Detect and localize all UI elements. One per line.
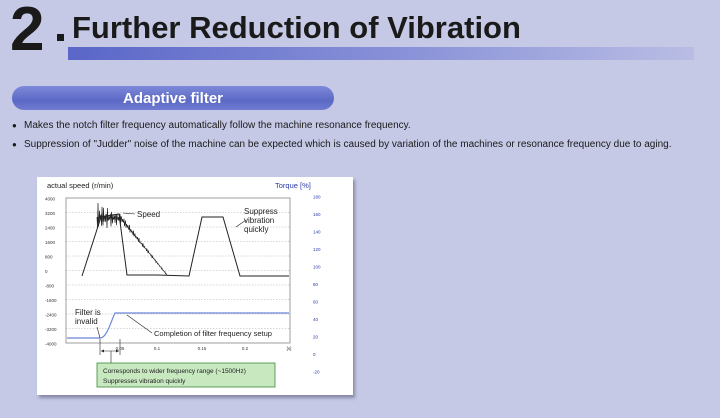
note-box bbox=[96, 362, 276, 388]
x-tick-label: [s] bbox=[287, 346, 292, 351]
speed-leader bbox=[122, 212, 136, 215]
speed-line bbox=[81, 213, 289, 277]
right-tick-label: 20 bbox=[313, 335, 319, 340]
x-tick-label: 0.15 bbox=[198, 346, 207, 351]
x-tick-label: 0.1 bbox=[154, 346, 161, 351]
left-tick-label: 3200 bbox=[45, 211, 56, 216]
left-axis-title: actual speed (r/min) bbox=[47, 181, 114, 190]
right-axis-title: Torque [%] bbox=[275, 181, 311, 190]
page-title: Further Reduction of Vibration bbox=[72, 10, 521, 45]
right-tick-labels: 180 160 140 120 100 80 60 40 20 0 -20 bbox=[313, 195, 321, 375]
left-tick-label: -3200 bbox=[45, 327, 57, 332]
right-tick-label: 180 bbox=[313, 195, 321, 200]
left-tick-label: 0 bbox=[45, 269, 48, 274]
note-line-2: Suppresses vibration quickly bbox=[103, 378, 186, 385]
header: 2 Further Reduction of Vibration bbox=[0, 0, 720, 70]
right-tick-label: 80 bbox=[313, 282, 319, 287]
left-tick-labels: 4000 3200 2400 1600 800 0 -800 -1600 -24… bbox=[45, 197, 57, 347]
right-tick-label: 140 bbox=[313, 230, 321, 235]
x-tick-label: 0.2 bbox=[242, 346, 249, 351]
chart-figure: actual speed (r/min) Torque [%] 4000 320… bbox=[37, 177, 353, 395]
title-underline-bar bbox=[68, 47, 694, 60]
right-tick-label: 0 bbox=[313, 352, 316, 357]
left-tick-label: 1600 bbox=[45, 240, 56, 245]
gridlines bbox=[66, 212, 290, 329]
right-tick-label: -20 bbox=[313, 370, 320, 375]
speed-vibration-line bbox=[96, 202, 168, 276]
x-tick-labels: 0.05 0.1 0.15 0.2 [s] bbox=[116, 346, 292, 351]
right-tick-label: 40 bbox=[313, 317, 319, 322]
right-tick-label: 120 bbox=[313, 247, 321, 252]
bullet-list: Makes the notch filter frequency automat… bbox=[12, 119, 702, 157]
left-tick-label: -1600 bbox=[45, 298, 57, 303]
left-tick-label: -2400 bbox=[45, 313, 57, 318]
right-tick-label: 60 bbox=[313, 300, 319, 305]
chart-svg: actual speed (r/min) Torque [%] 4000 320… bbox=[45, 181, 321, 388]
left-tick-label: 4000 bbox=[45, 197, 56, 202]
left-tick-label: -4000 bbox=[45, 342, 57, 347]
annotation-filter-is: Filter is bbox=[75, 308, 101, 317]
annotation-quickly: quickly bbox=[244, 225, 268, 234]
filter-line bbox=[67, 312, 289, 339]
annotation-invalid: invalid bbox=[75, 317, 98, 326]
right-tick-label: 160 bbox=[313, 212, 321, 217]
suppress-leader bbox=[235, 219, 247, 228]
left-tick-label: -800 bbox=[45, 284, 55, 289]
annotation-vibration: vibration bbox=[244, 216, 274, 225]
bullet-item: Makes the notch filter frequency automat… bbox=[12, 119, 702, 132]
bullet-item: Suppression of "Judder" noise of the mac… bbox=[12, 138, 702, 151]
section-dot bbox=[57, 34, 64, 41]
annotation-completion: Completion of filter frequency setup bbox=[154, 329, 272, 338]
note-line-1: Corresponds to wider frequency range (~1… bbox=[103, 368, 246, 375]
left-tick-label: 2400 bbox=[45, 226, 56, 231]
section-number: 2 bbox=[10, 0, 45, 64]
filter-leader bbox=[96, 326, 101, 339]
annotation-speed: Speed bbox=[137, 210, 160, 219]
right-tick-label: 100 bbox=[313, 265, 321, 270]
left-tick-label: 800 bbox=[45, 255, 53, 260]
completion-leader bbox=[126, 314, 153, 334]
subsection-title: Adaptive filter bbox=[12, 86, 334, 110]
annotation-suppress: Suppress bbox=[244, 207, 278, 216]
